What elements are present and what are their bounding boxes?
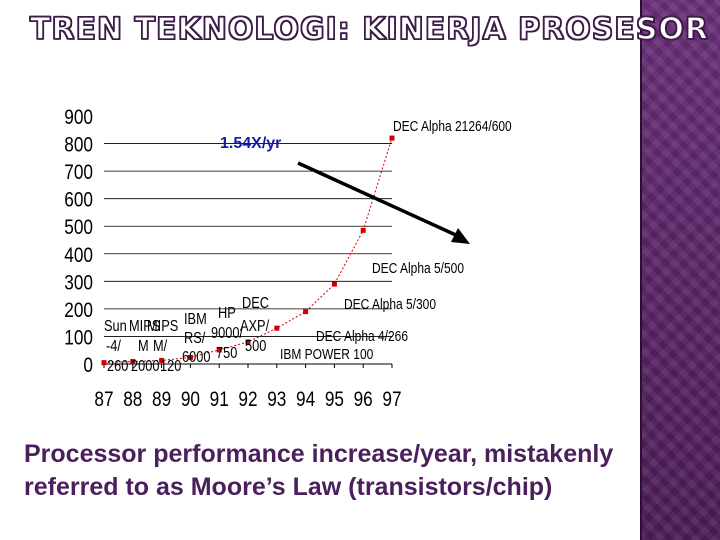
trend-arrow-line: [297, 161, 459, 238]
x-tick-label-96: 96: [354, 389, 373, 412]
chart-gridlines: [104, 143, 392, 337]
annotation-16: 120: [160, 358, 181, 376]
annotation-5: DEC: [242, 295, 269, 313]
annotation-1: DEC Alpha 5/500: [372, 260, 464, 277]
chart-axes: [103, 363, 393, 368]
caption-line-1: Processor performance increase/year, mis…: [24, 440, 614, 468]
y-tick-label-900: 900: [64, 107, 93, 130]
annotation-14: MIPS: [147, 318, 178, 336]
x-tick-labels: 87 88 89 90 91 92 93 94 95 96 97: [94, 389, 401, 412]
y-tick-label-100: 100: [64, 327, 93, 350]
annotation-17: MIPS: [129, 318, 160, 336]
annotation-20: Sun: [104, 318, 127, 336]
annotation-22: 260: [107, 358, 128, 376]
data-point-91: [216, 347, 222, 353]
annotation-2: DEC Alpha 5/300: [344, 296, 436, 313]
x-tick-label-87: 87: [94, 389, 113, 412]
x-tick-label-95: 95: [325, 389, 344, 412]
x-tick-label-90: 90: [181, 389, 200, 412]
trend-arrow-head: [451, 228, 470, 244]
x-tick-label-91: 91: [210, 389, 229, 412]
annotation-18: M: [138, 338, 149, 356]
y-tick-label-0: 0: [83, 355, 93, 378]
y-tick-label-300: 300: [64, 272, 93, 295]
annotation-11: IBM: [184, 311, 207, 329]
annotation-21: -4/: [106, 338, 122, 356]
annotation-8: HP: [218, 305, 236, 323]
chart-annotations: DEC Alpha 21264/600 DEC Alpha 5/500 DEC Al…: [104, 118, 512, 376]
annotation-10: 750: [216, 345, 237, 363]
series-performance: [101, 135, 395, 366]
data-point-95: [331, 281, 337, 287]
data-point-96: [360, 227, 366, 233]
x-tick-label-94: 94: [296, 389, 315, 412]
slide-title: TREN TEKNOLOGI: KINERJA PROSESOR: [29, 11, 710, 48]
annotation-13: 6000: [182, 349, 210, 367]
y-tick-label-200: 200: [64, 299, 93, 322]
annotation-3: DEC Alpha 4/266: [316, 328, 408, 345]
x-tick-label-89: 89: [152, 389, 171, 412]
y-tick-label-500: 500: [64, 217, 93, 240]
annotation-9: 9000/: [211, 325, 244, 343]
data-point-90: [187, 354, 193, 360]
x-tick-label-92: 92: [238, 389, 257, 412]
data-point-88: [130, 359, 136, 365]
annotation-4: IBM POWER 100: [280, 346, 374, 363]
annotation-7: 500: [245, 338, 266, 356]
annotation-19: 2000: [131, 358, 159, 376]
annotation-0: DEC Alpha 21264/600: [393, 118, 512, 135]
x-tick-label-93: 93: [267, 389, 286, 412]
data-point-92: [245, 339, 251, 345]
caption-line-2: referred to as Moore’s Law (transistors/…: [24, 473, 553, 501]
series-line: [103, 137, 393, 364]
annotation-15: M/: [153, 338, 168, 356]
data-point-87: [101, 360, 107, 366]
growth-rate-label: 1.54X/yr: [220, 135, 281, 152]
y-tick-labels: 0 100 200 300 400 500 600 700 800 900: [64, 107, 93, 378]
y-tick-label-700: 700: [64, 162, 93, 185]
side-band-edge: [640, 0, 642, 540]
trend-arrow-group: 1.54X/yr: [220, 135, 470, 244]
decorative-side-band: [642, 0, 720, 540]
slide-caption: Processor performance increase/year, mis…: [24, 438, 639, 504]
annotation-6: AXP/: [240, 318, 270, 336]
data-point-89: [159, 357, 165, 363]
annotation-12: RS/: [184, 330, 206, 348]
y-tick-label-600: 600: [64, 189, 93, 212]
y-tick-label-400: 400: [64, 244, 93, 267]
y-tick-label-800: 800: [64, 134, 93, 157]
data-point-94: [303, 309, 309, 315]
data-point-93: [274, 325, 280, 331]
x-tick-label-88: 88: [123, 389, 142, 412]
data-point-97: [389, 135, 395, 141]
x-tick-label-97: 97: [382, 389, 401, 412]
